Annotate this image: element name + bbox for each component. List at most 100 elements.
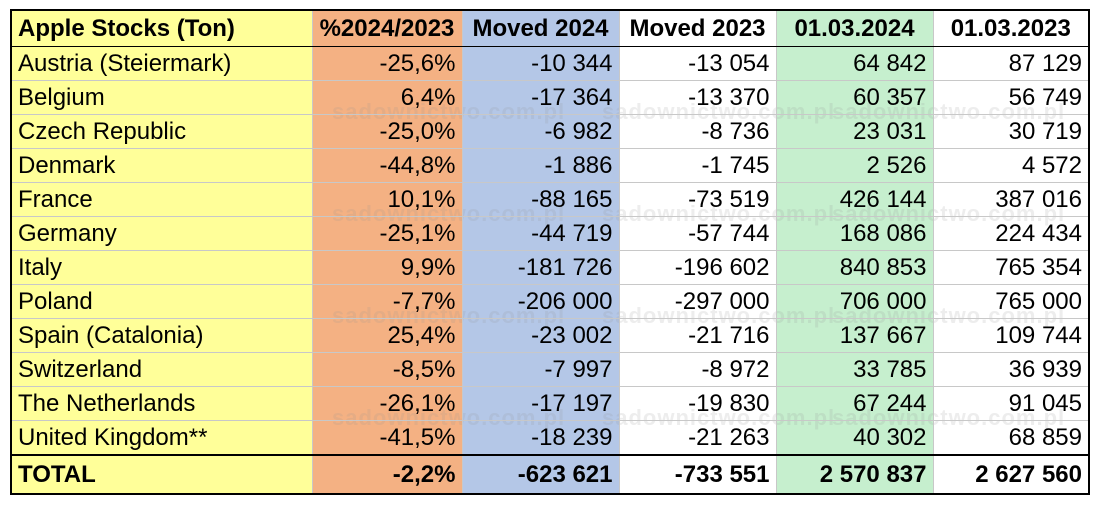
cell-stock-2024: 64 842	[776, 46, 934, 81]
cell-moved-2024: -17 197	[462, 386, 620, 421]
table-row: The Netherlands -26,1% -17 197 -19 830 67 24…	[12, 386, 1088, 421]
cell-stock-2023: 36 939	[933, 352, 1088, 387]
cell-country: Denmark	[12, 148, 313, 183]
cell-moved-2024: -1 886	[462, 148, 620, 183]
cell-country: Czech Republic	[12, 114, 313, 149]
cell-moved-2023: -21 716	[619, 318, 777, 353]
cell-stock-2023: 109 744	[933, 318, 1088, 353]
cell-pct-change: 10,1%	[312, 182, 463, 217]
cell-pct-change: -8,5%	[312, 352, 463, 387]
header-row: Apple Stocks (Ton) %2024/2023 Moved 2024…	[12, 11, 1088, 47]
header-pct-change: %2024/2023	[312, 11, 463, 47]
cell-moved-2023: -297 000	[619, 284, 777, 319]
cell-moved-2023: -13 370	[619, 80, 777, 115]
table-row: United Kingdom** -41,5% -18 239 -21 263 40 3…	[12, 420, 1088, 456]
cell-pct-change: -41,5%	[312, 420, 463, 456]
table-row: Italy 9,9% -181 726 -196 602 840 853 765 354	[12, 250, 1088, 285]
cell-stock-2024: 67 244	[776, 386, 934, 421]
cell-moved-2024: -6 982	[462, 114, 620, 149]
cell-moved-2024: -206 000	[462, 284, 620, 319]
cell-moved-2024: -23 002	[462, 318, 620, 353]
cell-stock-2023: 224 434	[933, 216, 1088, 251]
cell-pct-change: -25,1%	[312, 216, 463, 251]
total-cell-stock-2024: 2 570 837	[776, 454, 934, 493]
cell-country: Germany	[12, 216, 313, 251]
cell-stock-2023: 765 000	[933, 284, 1088, 319]
cell-country: Belgium	[12, 80, 313, 115]
cell-stock-2023: 30 719	[933, 114, 1088, 149]
cell-pct-change: -44,8%	[312, 148, 463, 183]
cell-moved-2023: -57 744	[619, 216, 777, 251]
cell-moved-2024: -18 239	[462, 420, 620, 456]
apple-stocks-table: sadownictwo.com.plsadownictwo.com.plsado…	[10, 9, 1090, 495]
cell-stock-2023: 387 016	[933, 182, 1088, 217]
total-cell-country: TOTAL	[12, 454, 313, 493]
cell-stock-2024: 60 357	[776, 80, 934, 115]
cell-stock-2024: 706 000	[776, 284, 934, 319]
cell-moved-2023: -8 736	[619, 114, 777, 149]
cell-stock-2023: 4 572	[933, 148, 1088, 183]
header-country: Apple Stocks (Ton)	[12, 11, 313, 47]
table-row: Poland -7,7% -206 000 -297 000 706 000 765 00…	[12, 284, 1088, 319]
cell-country: Italy	[12, 250, 313, 285]
cell-pct-change: -26,1%	[312, 386, 463, 421]
cell-stock-2023: 68 859	[933, 420, 1088, 456]
cell-pct-change: 25,4%	[312, 318, 463, 353]
cell-moved-2023: -19 830	[619, 386, 777, 421]
cell-stock-2024: 33 785	[776, 352, 934, 387]
total-cell-moved-2023: -733 551	[619, 454, 777, 493]
header-stock-2024: 01.03.2024	[776, 11, 934, 47]
header-moved-2023: Moved 2023	[619, 11, 777, 47]
cell-moved-2024: -17 364	[462, 80, 620, 115]
cell-moved-2024: -88 165	[462, 182, 620, 217]
cell-moved-2023: -13 054	[619, 46, 777, 81]
cell-pct-change: -7,7%	[312, 284, 463, 319]
cell-stock-2023: 765 354	[933, 250, 1088, 285]
cell-stock-2024: 137 667	[776, 318, 934, 353]
total-cell-moved-2024: -623 621	[462, 454, 620, 493]
cell-country: United Kingdom**	[12, 420, 313, 456]
cell-moved-2023: -21 263	[619, 420, 777, 456]
cell-stock-2023: 56 749	[933, 80, 1088, 115]
table-row: Germany -25,1% -44 719 -57 744 168 086 224 43…	[12, 216, 1088, 251]
cell-pct-change: -25,6%	[312, 46, 463, 81]
table-row: Czech Republic -25,0% -6 982 -8 736 23 031 30…	[12, 114, 1088, 149]
cell-stock-2023: 91 045	[933, 386, 1088, 421]
cell-stock-2024: 23 031	[776, 114, 934, 149]
cell-pct-change: 9,9%	[312, 250, 463, 285]
cell-moved-2024: -10 344	[462, 46, 620, 81]
cell-country: Spain (Catalonia)	[12, 318, 313, 353]
table-row: Switzerland -8,5% -7 997 -8 972 33 785 36 939	[12, 352, 1088, 387]
header-moved-2024: Moved 2024	[462, 11, 620, 47]
cell-stock-2023: 87 129	[933, 46, 1088, 81]
cell-country: France	[12, 182, 313, 217]
header-stock-2023: 01.03.2023	[933, 11, 1088, 47]
total-row: TOTAL -2,2% -623 621 -733 551 2 570 837 2 627…	[12, 454, 1088, 493]
cell-stock-2024: 2 526	[776, 148, 934, 183]
cell-stock-2024: 840 853	[776, 250, 934, 285]
cell-moved-2023: -196 602	[619, 250, 777, 285]
table-body: Austria (Steiermark) -25,6% -10 344 -13 054…	[12, 46, 1088, 493]
cell-country: Switzerland	[12, 352, 313, 387]
table-row: France 10,1% -88 165 -73 519 426 144 387 016	[12, 182, 1088, 217]
cell-moved-2024: -7 997	[462, 352, 620, 387]
table-row: Austria (Steiermark) -25,6% -10 344 -13 054…	[12, 46, 1088, 81]
stocks-grid: Apple Stocks (Ton) %2024/2023 Moved 2024…	[12, 11, 1088, 493]
cell-country: Poland	[12, 284, 313, 319]
cell-moved-2023: -8 972	[619, 352, 777, 387]
cell-stock-2024: 40 302	[776, 420, 934, 456]
cell-stock-2024: 426 144	[776, 182, 934, 217]
cell-country: Austria (Steiermark)	[12, 46, 313, 81]
cell-stock-2024: 168 086	[776, 216, 934, 251]
cell-moved-2024: -44 719	[462, 216, 620, 251]
cell-moved-2023: -1 745	[619, 148, 777, 183]
table-row: Denmark -44,8% -1 886 -1 745 2 526 4 572	[12, 148, 1088, 183]
cell-moved-2023: -73 519	[619, 182, 777, 217]
table-row: Spain (Catalonia) 25,4% -23 002 -21 716 137 …	[12, 318, 1088, 353]
cell-pct-change: 6,4%	[312, 80, 463, 115]
table-row: Belgium 6,4% -17 364 -13 370 60 357 56 749	[12, 80, 1088, 115]
cell-pct-change: -25,0%	[312, 114, 463, 149]
cell-country: The Netherlands	[12, 386, 313, 421]
total-cell-pct-change: -2,2%	[312, 454, 463, 493]
total-cell-stock-2023: 2 627 560	[933, 454, 1088, 493]
